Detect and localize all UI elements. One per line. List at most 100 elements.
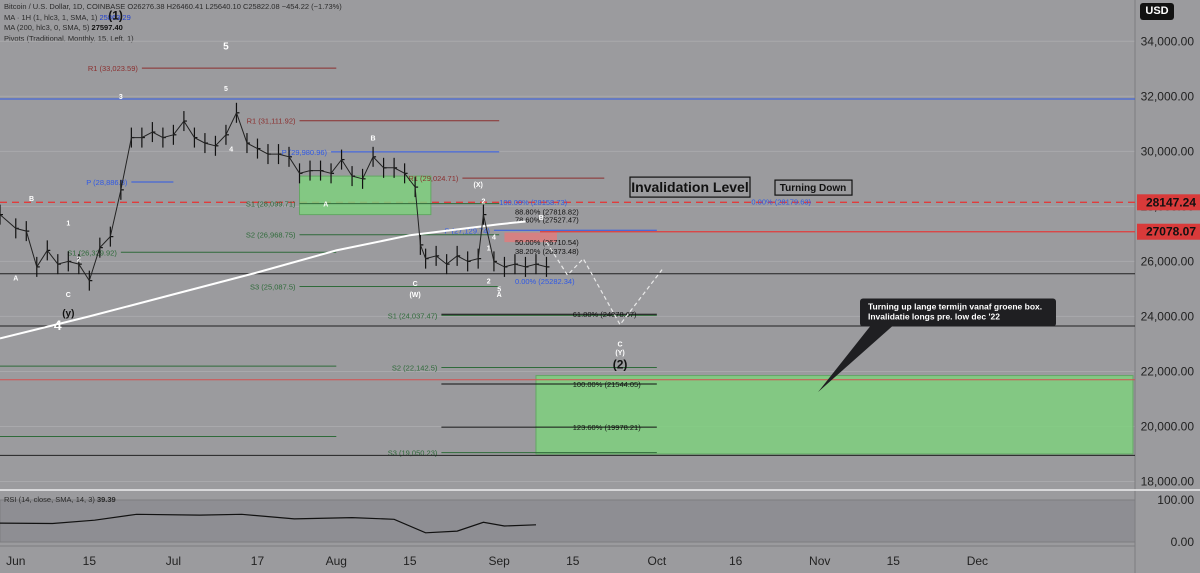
fib-level-label: 100.00% (28158.73) — [499, 198, 567, 207]
callout-box — [860, 298, 1056, 327]
pivot-level-label: P (29,980.96) — [282, 148, 328, 157]
rsi-tick-label: 0.00 — [1171, 535, 1195, 549]
callout-text: Invalidatie longs pre. low dec '22 — [868, 312, 1000, 322]
x-tick-label: 16 — [729, 554, 743, 568]
turning-down-box — [774, 179, 853, 196]
fib-red-zone — [504, 232, 557, 243]
wave-label: (2) — [613, 358, 628, 372]
price-badge — [1137, 223, 1200, 240]
wave-label: C — [413, 281, 418, 288]
fib-level-label: 0.00% (28179.63) — [751, 197, 811, 206]
wave-label: A — [13, 276, 18, 283]
wave-label: (X) — [473, 182, 482, 189]
legend-low: L25640.10 — [205, 2, 241, 11]
y-tick-label: 30,000.00 — [1141, 144, 1195, 158]
x-tick-label: 17 — [251, 554, 265, 568]
pivot-level-label: S1 (26,329.92) — [67, 248, 117, 257]
x-tick-label: 15 — [887, 554, 901, 568]
wave-label: B — [539, 215, 544, 222]
y-tick-label: 26,000.00 — [1141, 254, 1195, 268]
price-badge-label: 27078.07 — [1146, 225, 1196, 239]
y-tick-label: 34,000.00 — [1141, 34, 1195, 48]
x-tick-label: 15 — [566, 554, 580, 568]
pivot-level-label: S3 (19,050.23) — [388, 449, 438, 458]
ma200-line — [0, 220, 526, 340]
pivot-level-label: R1 (29,024.71) — [408, 174, 459, 183]
wave-label: 5 — [224, 86, 228, 93]
wave-label: C — [66, 292, 71, 299]
fib-level-label: 78.60% (27527.47) — [515, 215, 579, 224]
x-tick-label: Sep — [489, 554, 511, 568]
currency-button[interactable]: USD — [1140, 3, 1174, 20]
callout-pointer — [818, 326, 892, 393]
rsi-line — [0, 513, 537, 534]
wave-label: (Y) — [615, 350, 624, 357]
pivot-level-label: S2 (22,142.5) — [392, 364, 438, 373]
wave-label: 1 — [487, 245, 491, 252]
y-tick-label: 18,000.00 — [1141, 474, 1195, 488]
fib-level-label: 0.00% (25282.34) — [515, 277, 575, 286]
rsi-pane-background — [0, 499, 1136, 543]
wave-label: B — [29, 196, 34, 203]
legend-pivots-label: Pivots (Traditional, Monthly, 15, Left, … — [4, 33, 134, 43]
fib-level-label: 100.00% (21544.05) — [573, 380, 641, 389]
pivot-level-label: S3 (25,087.5) — [250, 282, 296, 291]
price-badge-label: 28147.24 — [1146, 195, 1196, 209]
fib-level-label: 123.60% (19978.21) — [573, 423, 641, 432]
rsi-legend-label: RSI (14, close, SMA, 14, 3) — [4, 495, 97, 504]
legend-ohlc-row: Bitcoin / U.S. Dollar, 1D, COINBASE O262… — [4, 2, 342, 13]
y-tick-label: 32,000.00 — [1141, 89, 1195, 103]
wave-label: 2 — [487, 278, 491, 285]
legend-ma2-label: MA (200, hlc3, 0, SMA, 5) — [4, 23, 90, 32]
wave-label: 4 — [492, 234, 496, 241]
callout-text: Turning up lange termijn vanaf groene bo… — [868, 302, 1042, 312]
x-tick-label: 15 — [83, 554, 97, 568]
rsi-legend: RSI (14, close, SMA, 14, 3) 39.39 — [4, 495, 116, 504]
legend-close: C25822.08 — [242, 2, 280, 11]
pivot-level-label: S1 (28,099.71) — [246, 200, 296, 209]
fib-level-label: 88.80% (27818.82) — [515, 207, 579, 216]
legend-pivots-row: Pivots (Traditional, Monthly, 15, Left, … — [4, 34, 342, 45]
wave-label: B — [371, 135, 376, 142]
x-tick-label: Dec — [967, 554, 988, 568]
x-tick-label: Aug — [326, 554, 347, 568]
target-zone-box — [535, 375, 1134, 455]
pivot-level-label: S1 (24,037.47) — [388, 311, 438, 320]
pivot-level-label: P (28,886.8) — [86, 178, 128, 187]
rsi-tick-label: 100.00 — [1157, 493, 1194, 507]
support-zone-box — [299, 175, 432, 216]
y-tick-label: 24,000.00 — [1141, 309, 1195, 323]
legend-open: O26276.38 — [127, 2, 165, 11]
legend-high: H26460.41 — [166, 2, 204, 11]
pivot-level-label: R1 (31,111.92) — [247, 117, 296, 126]
fib-level-label: 38.20% (26373.48) — [515, 247, 579, 256]
wave-label: 2 — [77, 256, 81, 263]
pivot-level-label: P (27,129.74) — [445, 226, 491, 235]
legend-ma2-row: MA (200, hlc3, 0, SMA, 5) 27597.40 — [4, 23, 342, 34]
wave-label: 2 — [481, 199, 485, 206]
y-tick-label: 22,000.00 — [1141, 364, 1195, 378]
invalidation-label: Invalidation Level — [631, 179, 748, 195]
wave-label: A — [497, 292, 502, 299]
legend-change: −454.22 (−1.73%) — [281, 2, 342, 11]
wave-label: C — [618, 342, 623, 349]
pivot-level-label: S2 (26,968.75) — [246, 231, 296, 240]
wave-label: (1) — [108, 8, 123, 22]
wave-label: (W) — [409, 292, 420, 299]
legend-ma2-value: 27597.40 — [91, 23, 123, 32]
y-tick-label: 20,000.00 — [1141, 419, 1195, 433]
wave-label: (y) — [62, 308, 74, 319]
wave-label: 1 — [66, 221, 70, 228]
invalidation-box — [629, 176, 751, 198]
x-tick-label: Oct — [647, 554, 666, 568]
wave-label: 3 — [119, 94, 123, 101]
chart-legend: Bitcoin / U.S. Dollar, 1D, COINBASE O262… — [4, 2, 342, 44]
x-tick-label: 15 — [403, 554, 417, 568]
price-badge — [1137, 194, 1200, 211]
fib-level-label: 61.80% (24078.67) — [573, 310, 637, 319]
legend-symbol: Bitcoin / U.S. Dollar, 1D, COINBASE — [4, 2, 126, 11]
pivot-level-label: R1 (33,023.59) — [88, 64, 139, 73]
wave-label: 5 — [223, 42, 229, 53]
wave-label: 4 — [54, 317, 62, 333]
